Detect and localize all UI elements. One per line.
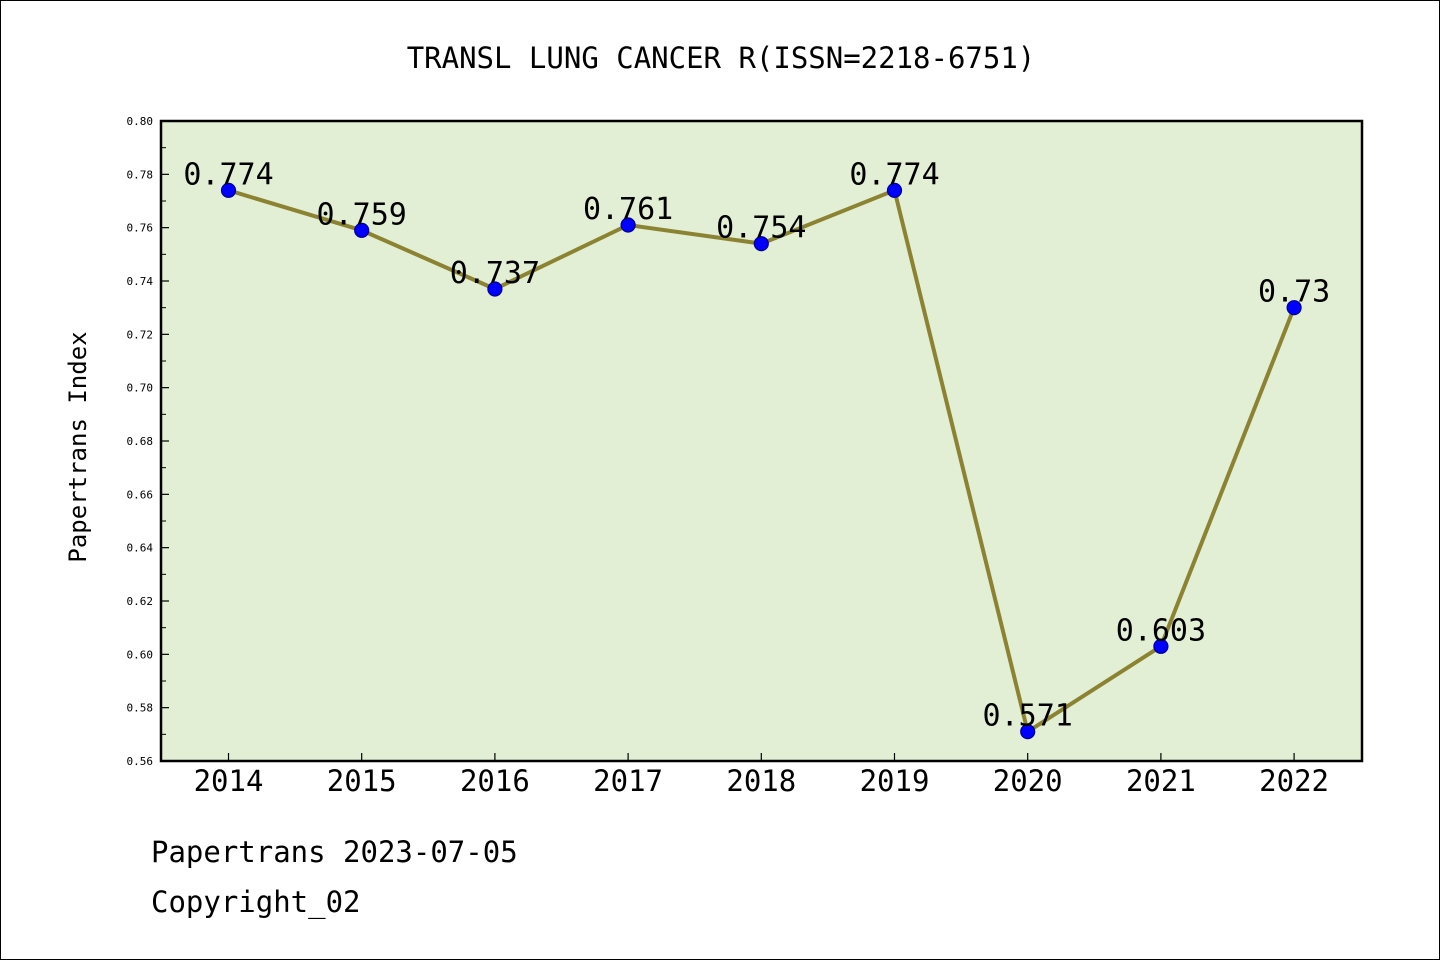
y-tick-label: 0.64: [127, 542, 154, 555]
data-point: [753, 236, 769, 252]
data-label: 0.754: [716, 211, 806, 246]
data-labels: 0.774 0.759 0.737 0.761 0.754 0.774 0.571 0.603…: [183, 157, 1330, 733]
x-tick-label: 2017: [593, 764, 663, 798]
y-tick-label: 0.80: [127, 115, 154, 128]
data-label: 0.603: [1116, 613, 1206, 648]
data-point: [886, 182, 903, 198]
y-tick-label: 0.58: [127, 702, 154, 715]
data-label: 0.759: [317, 197, 407, 232]
footer-copyright: Copyright_02: [151, 885, 361, 919]
data-label: 0.737: [450, 256, 540, 291]
y-tick-label: 0.68: [127, 435, 154, 448]
y-tick-label: 0.70: [127, 382, 154, 395]
data-label: 0.761: [583, 192, 673, 227]
x-tick-label: 2022: [1259, 764, 1329, 798]
x-tick-label: 2016: [460, 764, 530, 798]
y-axis-label: Papertrans Index: [64, 331, 92, 562]
data-label: 0.774: [849, 157, 939, 192]
x-tick-label: 2020: [993, 764, 1063, 798]
data-label: 0.571: [983, 699, 1073, 734]
data-point: [620, 217, 636, 233]
data-point: [1153, 638, 1169, 654]
chart-title: TRANSL LUNG CANCER R(ISSN=2218-6751): [407, 41, 1036, 75]
plot-border: [159, 119, 1364, 763]
x-tick-label: 2019: [860, 764, 930, 798]
y-tick-label: 0.74: [127, 275, 154, 288]
data-label: 0.774: [183, 157, 273, 192]
y-tick-label: 0.60: [127, 648, 154, 661]
y-tick-label: 0.72: [127, 328, 154, 341]
data-point: [354, 222, 370, 238]
data-point: [1020, 724, 1036, 740]
data-point: [1286, 300, 1302, 316]
y-tick-label: 0.78: [127, 168, 154, 181]
x-tick-label: 2015: [327, 764, 397, 798]
x-tick-label: 2018: [726, 764, 796, 798]
y-axis-ticks: 0.56 0.58 0.60 0.62 0.64 0.66 0.68 0.70 0.72 0.74…: [127, 115, 169, 768]
footer-source: Papertrans 2023-07-05: [151, 835, 518, 869]
y-tick-label: 0.66: [127, 488, 154, 501]
x-axis-ticks: 2014 2015 2016 2017 2018 2019 2020 2021 2022: [194, 753, 1329, 798]
data-label: 0.73: [1258, 275, 1330, 310]
data-point: [220, 182, 237, 198]
y-tick-label: 0.56: [127, 755, 154, 768]
data-series: [220, 182, 1302, 740]
data-point: [487, 281, 503, 297]
y-tick-label: 0.76: [127, 222, 154, 235]
x-tick-label: 2014: [194, 764, 264, 798]
y-tick-label: 0.62: [127, 595, 154, 608]
x-tick-label: 2021: [1126, 764, 1196, 798]
